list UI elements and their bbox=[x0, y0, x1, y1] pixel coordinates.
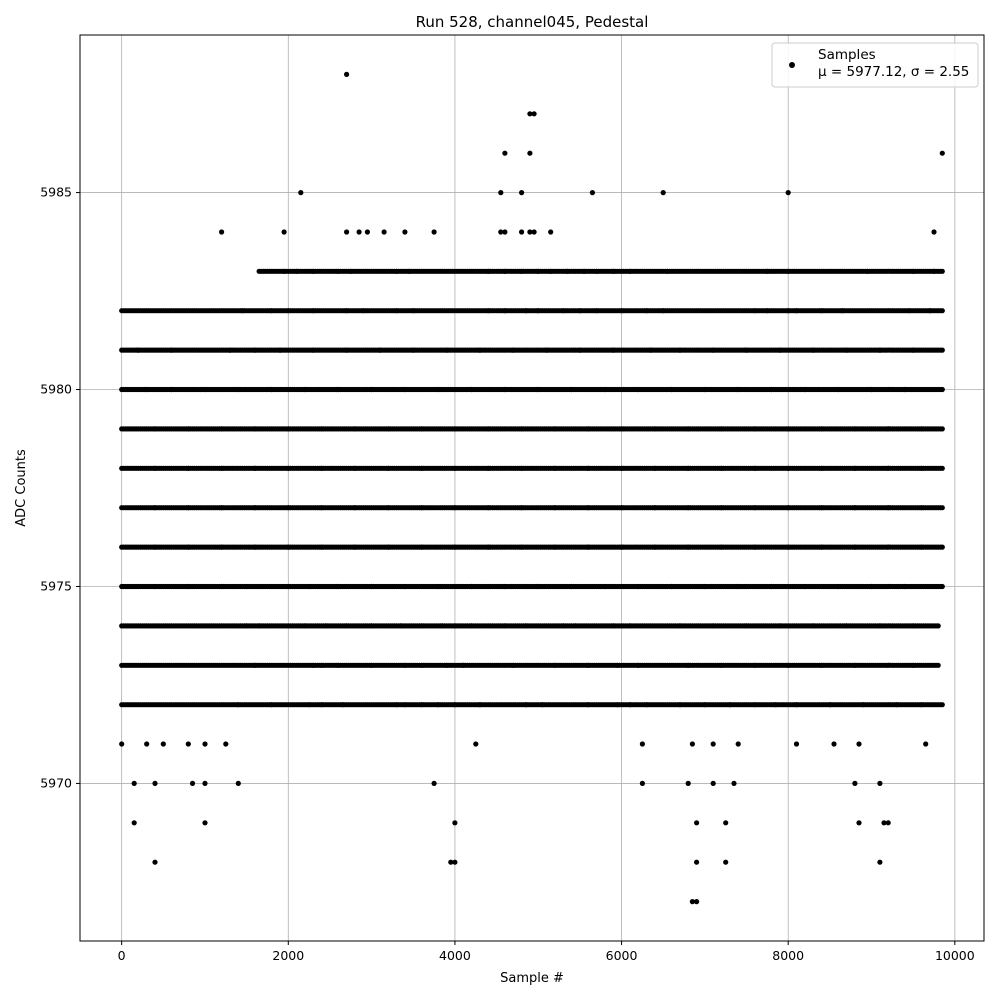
data-point bbox=[939, 308, 945, 314]
data-point bbox=[381, 229, 387, 235]
data-point bbox=[219, 229, 225, 235]
data-point bbox=[939, 386, 945, 393]
data-point bbox=[502, 150, 508, 156]
data-point bbox=[431, 229, 437, 235]
data-point bbox=[364, 229, 370, 235]
data-point bbox=[344, 229, 350, 235]
data-point bbox=[939, 347, 945, 353]
data-point bbox=[939, 544, 945, 550]
data-point bbox=[939, 426, 945, 432]
data-point bbox=[589, 190, 596, 196]
data-point bbox=[939, 465, 945, 471]
data-point bbox=[939, 505, 945, 511]
data-point bbox=[939, 702, 945, 708]
data-point bbox=[527, 150, 533, 156]
data-point bbox=[939, 268, 945, 274]
data-point bbox=[519, 229, 525, 235]
data-point bbox=[531, 229, 537, 235]
data-point bbox=[402, 229, 408, 235]
data-point bbox=[660, 190, 666, 196]
data-points bbox=[119, 71, 945, 905]
data-point bbox=[498, 190, 504, 196]
data-point bbox=[931, 229, 937, 235]
data-point bbox=[935, 662, 941, 668]
chart-title: Run 528, channel045, Pedestal bbox=[416, 13, 649, 31]
data-point bbox=[935, 623, 941, 629]
data-point bbox=[356, 229, 362, 235]
data-point bbox=[548, 229, 554, 235]
data-point bbox=[785, 190, 791, 196]
data-point bbox=[519, 190, 525, 196]
data-point bbox=[939, 150, 945, 156]
data-point bbox=[939, 583, 945, 590]
data-point bbox=[281, 229, 287, 235]
data-point bbox=[502, 229, 508, 235]
data-point bbox=[298, 190, 304, 196]
